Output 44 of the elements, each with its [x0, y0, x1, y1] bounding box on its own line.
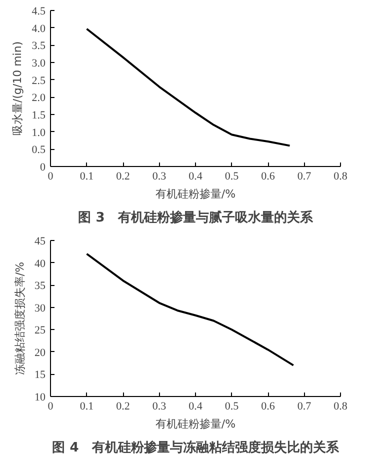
x-axis-title: 有机硅粉掺量/% [155, 418, 236, 430]
y-tick-label: 0 [40, 162, 46, 174]
y-tick-label: 3.0 [32, 58, 46, 70]
y-tick-label: 15 [34, 369, 46, 382]
x-tick-label: 0 [48, 400, 54, 412]
x-tick-label: 0 [48, 170, 54, 182]
line-series [86, 28, 291, 147]
y-axis-title: 冻融粘结强度损失率/% [14, 262, 26, 376]
y-tick-label: 1.5 [32, 110, 46, 122]
y-tick-label: 25 [34, 324, 46, 337]
x-tick-label: 0.2 [116, 170, 130, 182]
x-tick-label: 0.4 [188, 170, 203, 182]
x-axis-title: 有机硅粉掺量/% [155, 188, 236, 200]
x-tick-label: 0.5 [224, 400, 240, 412]
x-tick-label: 0.3 [152, 400, 167, 412]
y-tick-label: 10 [34, 392, 46, 404]
x-tick-label: 0.8 [334, 170, 348, 182]
y-tick-label: 30 [34, 302, 46, 314]
y-tick-label: 0.5 [32, 144, 46, 156]
y-tick-label: 2.0 [32, 92, 46, 104]
y-tick-label: 3.5 [32, 40, 46, 52]
x-tick-label: 0.3 [152, 170, 167, 182]
y-tick-label: 45 [34, 236, 46, 248]
y-tick-label: 20 [34, 346, 46, 359]
y-tick-label: 35 [34, 280, 46, 292]
y-tick-label: 4.0 [32, 22, 46, 35]
x-tick-label: 0.8 [334, 400, 348, 412]
y-tick-label: 1.0 [32, 126, 46, 139]
x-tick-label: 0.4 [188, 400, 203, 412]
x-tick-label: 0.2 [116, 400, 130, 412]
line-series [86, 252, 294, 366]
y-tick-label: 4.5 [32, 6, 46, 18]
x-tick-label: 0.5 [224, 170, 240, 182]
y-tick-label: 40 [34, 258, 46, 270]
x-tick-label: 0.7 [297, 400, 312, 412]
x-tick-label: 0.6 [261, 170, 276, 182]
text: 图 3 有机硅粉掺量与腻子吸水量的关系 [78, 210, 314, 226]
text: 图 4 有机硅粉掺量与冻融粘结强度损失比的关系 [52, 440, 340, 456]
x-tick-label: 0.7 [297, 170, 312, 182]
x-tick-label: 0.1 [80, 170, 94, 182]
y-axis-title: 吸水量/(g/10 min) [10, 41, 24, 136]
y-tick-label: 2.5 [32, 74, 46, 87]
x-tick-label: 0.6 [261, 400, 276, 412]
x-tick-label: 0.1 [80, 400, 94, 412]
